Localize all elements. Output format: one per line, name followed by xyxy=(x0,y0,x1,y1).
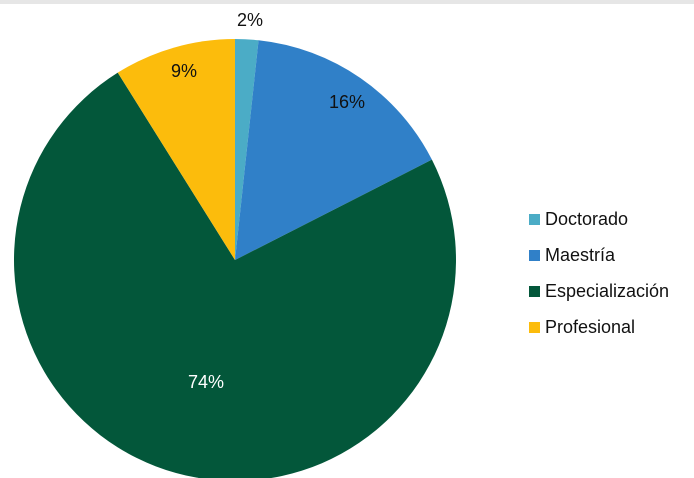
pie-slice-profesional xyxy=(117,39,235,260)
data-label-especializacion: 74% xyxy=(188,372,224,392)
legend-item-maestria: Maestría xyxy=(529,237,669,273)
pie-slice-especializacion xyxy=(14,72,456,478)
legend-swatch-profesional xyxy=(529,321,540,333)
legend-item-doctorado: Doctorado xyxy=(529,201,669,237)
top-border xyxy=(0,0,694,4)
pie-slice-maestria xyxy=(235,40,432,261)
legend-swatch-maestria xyxy=(529,249,540,261)
legend-label-doctorado: Doctorado xyxy=(545,208,629,229)
legend-label-maestria: Maestría xyxy=(545,244,616,265)
data-label-profesional: 9% xyxy=(171,61,197,81)
legend-item-especializacion: Especialización xyxy=(529,273,669,309)
legend-item-profesional: Profesional xyxy=(529,309,669,345)
data-label-doctorado: 2% xyxy=(237,10,263,30)
legend-label-especializacion: Especialización xyxy=(545,280,670,301)
legend-swatch-especializacion xyxy=(529,285,540,297)
legend-swatch-doctorado xyxy=(529,213,540,225)
data-label-maestria: 16% xyxy=(329,92,365,112)
pie-data-labels: 2% 16% 74% 9% xyxy=(171,10,365,392)
chart-legend: Doctorado Maestría Especialización Profesio… xyxy=(529,201,669,345)
legend-label-profesional: Profesional xyxy=(545,316,636,337)
pie-slices xyxy=(14,39,456,478)
pie-slice-doctorado xyxy=(235,39,259,260)
